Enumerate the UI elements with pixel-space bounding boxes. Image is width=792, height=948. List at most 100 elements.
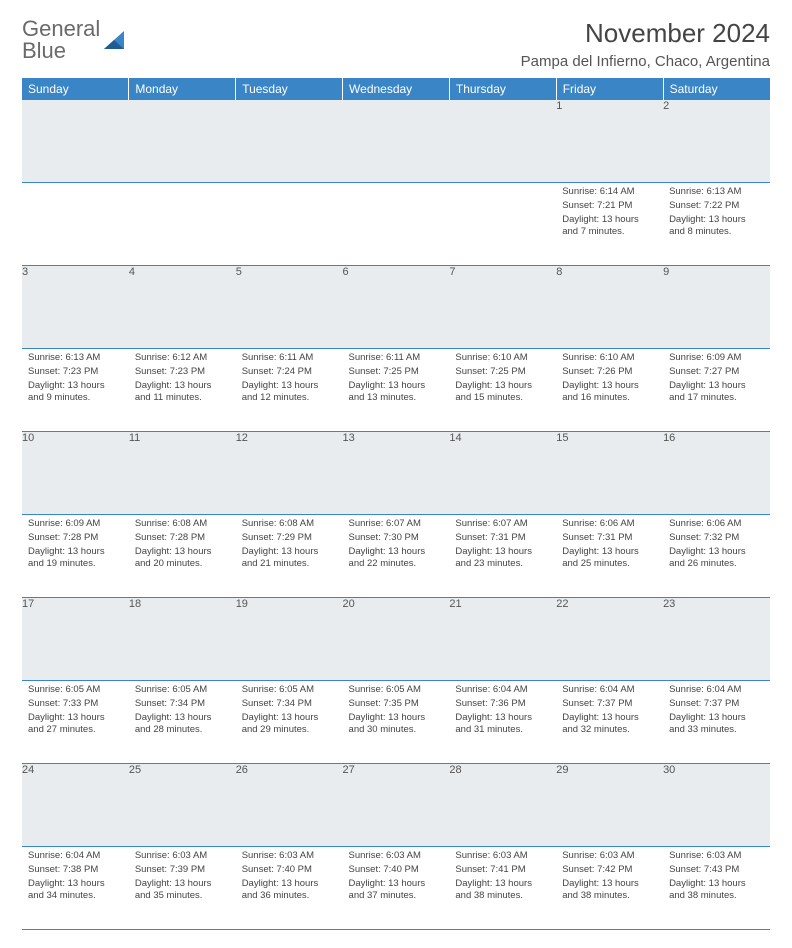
sunrise-text: Sunrise: 6:13 AM <box>669 186 764 199</box>
sunset-text: Sunset: 7:24 PM <box>242 366 337 379</box>
sunrise-text: Sunrise: 6:09 AM <box>669 352 764 365</box>
day-number-cell: 9 <box>663 266 770 349</box>
brand-line1: General <box>22 18 100 40</box>
sunset-text: Sunset: 7:27 PM <box>669 366 764 379</box>
sunset-text: Sunset: 7:31 PM <box>455 532 550 545</box>
day-number-cell: 26 <box>236 764 343 847</box>
day-number-cell: 29 <box>556 764 663 847</box>
day-number-cell: 16 <box>663 432 770 515</box>
day-number-cell: 12 <box>236 432 343 515</box>
day-number-cell: 24 <box>22 764 129 847</box>
daylight-text: Daylight: 13 hours and 12 minutes. <box>242 380 337 406</box>
daylight-text: Daylight: 13 hours and 7 minutes. <box>562 214 657 240</box>
day-number-cell <box>343 100 450 183</box>
sunset-text: Sunset: 7:38 PM <box>28 864 123 877</box>
daylight-text: Daylight: 13 hours and 38 minutes. <box>669 878 764 904</box>
sunrise-text: Sunrise: 6:11 AM <box>349 352 444 365</box>
sunrise-text: Sunrise: 6:03 AM <box>562 850 657 863</box>
day-cell: Sunrise: 6:03 AMSunset: 7:42 PMDaylight:… <box>556 847 663 930</box>
day-cell: Sunrise: 6:06 AMSunset: 7:31 PMDaylight:… <box>556 515 663 598</box>
sunset-text: Sunset: 7:37 PM <box>669 698 764 711</box>
sunrise-text: Sunrise: 6:10 AM <box>455 352 550 365</box>
sunrise-text: Sunrise: 6:08 AM <box>242 518 337 531</box>
day-cell <box>129 183 236 266</box>
daylight-text: Daylight: 13 hours and 30 minutes. <box>349 712 444 738</box>
daylight-text: Daylight: 13 hours and 37 minutes. <box>349 878 444 904</box>
day-number-cell: 13 <box>343 432 450 515</box>
day-number-cell: 7 <box>449 266 556 349</box>
day-cell: Sunrise: 6:13 AMSunset: 7:22 PMDaylight:… <box>663 183 770 266</box>
day-cell <box>236 183 343 266</box>
sunrise-text: Sunrise: 6:03 AM <box>455 850 550 863</box>
daylight-text: Daylight: 13 hours and 33 minutes. <box>669 712 764 738</box>
sunset-text: Sunset: 7:33 PM <box>28 698 123 711</box>
day-cell: Sunrise: 6:03 AMSunset: 7:41 PMDaylight:… <box>449 847 556 930</box>
sunset-text: Sunset: 7:41 PM <box>455 864 550 877</box>
sunset-text: Sunset: 7:37 PM <box>562 698 657 711</box>
daylight-text: Daylight: 13 hours and 11 minutes. <box>135 380 230 406</box>
sunset-text: Sunset: 7:39 PM <box>135 864 230 877</box>
day-number-cell <box>449 100 556 183</box>
day-cell: Sunrise: 6:03 AMSunset: 7:40 PMDaylight:… <box>343 847 450 930</box>
sunset-text: Sunset: 7:29 PM <box>242 532 337 545</box>
day-number-cell: 25 <box>129 764 236 847</box>
day-cell: Sunrise: 6:05 AMSunset: 7:34 PMDaylight:… <box>129 681 236 764</box>
day-header: Sunday <box>22 78 129 100</box>
sunrise-text: Sunrise: 6:10 AM <box>562 352 657 365</box>
day-header: Wednesday <box>343 78 450 100</box>
sunrise-text: Sunrise: 6:03 AM <box>242 850 337 863</box>
day-cell: Sunrise: 6:08 AMSunset: 7:29 PMDaylight:… <box>236 515 343 598</box>
day-number-cell: 1 <box>556 100 663 183</box>
sunrise-text: Sunrise: 6:03 AM <box>349 850 444 863</box>
sunrise-text: Sunrise: 6:12 AM <box>135 352 230 365</box>
day-cell: Sunrise: 6:08 AMSunset: 7:28 PMDaylight:… <box>129 515 236 598</box>
sunrise-text: Sunrise: 6:04 AM <box>669 684 764 697</box>
day-cell <box>22 183 129 266</box>
day-number-cell: 21 <box>449 598 556 681</box>
sunset-text: Sunset: 7:23 PM <box>28 366 123 379</box>
day-number-cell: 14 <box>449 432 556 515</box>
sunset-text: Sunset: 7:43 PM <box>669 864 764 877</box>
sunset-text: Sunset: 7:30 PM <box>349 532 444 545</box>
sunrise-text: Sunrise: 6:05 AM <box>135 684 230 697</box>
sunrise-text: Sunrise: 6:05 AM <box>28 684 123 697</box>
sunset-text: Sunset: 7:25 PM <box>349 366 444 379</box>
daylight-text: Daylight: 13 hours and 35 minutes. <box>135 878 230 904</box>
title-month: November 2024 <box>521 18 770 49</box>
sunset-text: Sunset: 7:31 PM <box>562 532 657 545</box>
day-header: Tuesday <box>236 78 343 100</box>
daylight-text: Daylight: 13 hours and 21 minutes. <box>242 546 337 572</box>
day-number-cell <box>236 100 343 183</box>
day-cell <box>449 183 556 266</box>
daylight-text: Daylight: 13 hours and 34 minutes. <box>28 878 123 904</box>
daylight-text: Daylight: 13 hours and 13 minutes. <box>349 380 444 406</box>
day-number-cell: 18 <box>129 598 236 681</box>
daylight-text: Daylight: 13 hours and 8 minutes. <box>669 214 764 240</box>
sunset-text: Sunset: 7:40 PM <box>349 864 444 877</box>
day-header: Friday <box>556 78 663 100</box>
day-cell: Sunrise: 6:03 AMSunset: 7:43 PMDaylight:… <box>663 847 770 930</box>
day-cell: Sunrise: 6:09 AMSunset: 7:28 PMDaylight:… <box>22 515 129 598</box>
daylight-text: Daylight: 13 hours and 26 minutes. <box>669 546 764 572</box>
day-cell: Sunrise: 6:06 AMSunset: 7:32 PMDaylight:… <box>663 515 770 598</box>
sunset-text: Sunset: 7:40 PM <box>242 864 337 877</box>
day-cell: Sunrise: 6:04 AMSunset: 7:37 PMDaylight:… <box>663 681 770 764</box>
day-cell: Sunrise: 6:07 AMSunset: 7:31 PMDaylight:… <box>449 515 556 598</box>
day-number-cell: 17 <box>22 598 129 681</box>
day-cell: Sunrise: 6:10 AMSunset: 7:25 PMDaylight:… <box>449 349 556 432</box>
day-number-cell: 15 <box>556 432 663 515</box>
day-cell <box>343 183 450 266</box>
sunset-text: Sunset: 7:23 PM <box>135 366 230 379</box>
day-cell: Sunrise: 6:05 AMSunset: 7:33 PMDaylight:… <box>22 681 129 764</box>
day-number-cell: 5 <box>236 266 343 349</box>
sunrise-text: Sunrise: 6:14 AM <box>562 186 657 199</box>
daylight-text: Daylight: 13 hours and 23 minutes. <box>455 546 550 572</box>
day-number-cell: 10 <box>22 432 129 515</box>
sunrise-text: Sunrise: 6:04 AM <box>28 850 123 863</box>
sunrise-text: Sunrise: 6:06 AM <box>562 518 657 531</box>
day-cell: Sunrise: 6:11 AMSunset: 7:24 PMDaylight:… <box>236 349 343 432</box>
day-number-cell: 6 <box>343 266 450 349</box>
daylight-text: Daylight: 13 hours and 20 minutes. <box>135 546 230 572</box>
daylight-text: Daylight: 13 hours and 15 minutes. <box>455 380 550 406</box>
day-header: Monday <box>129 78 236 100</box>
